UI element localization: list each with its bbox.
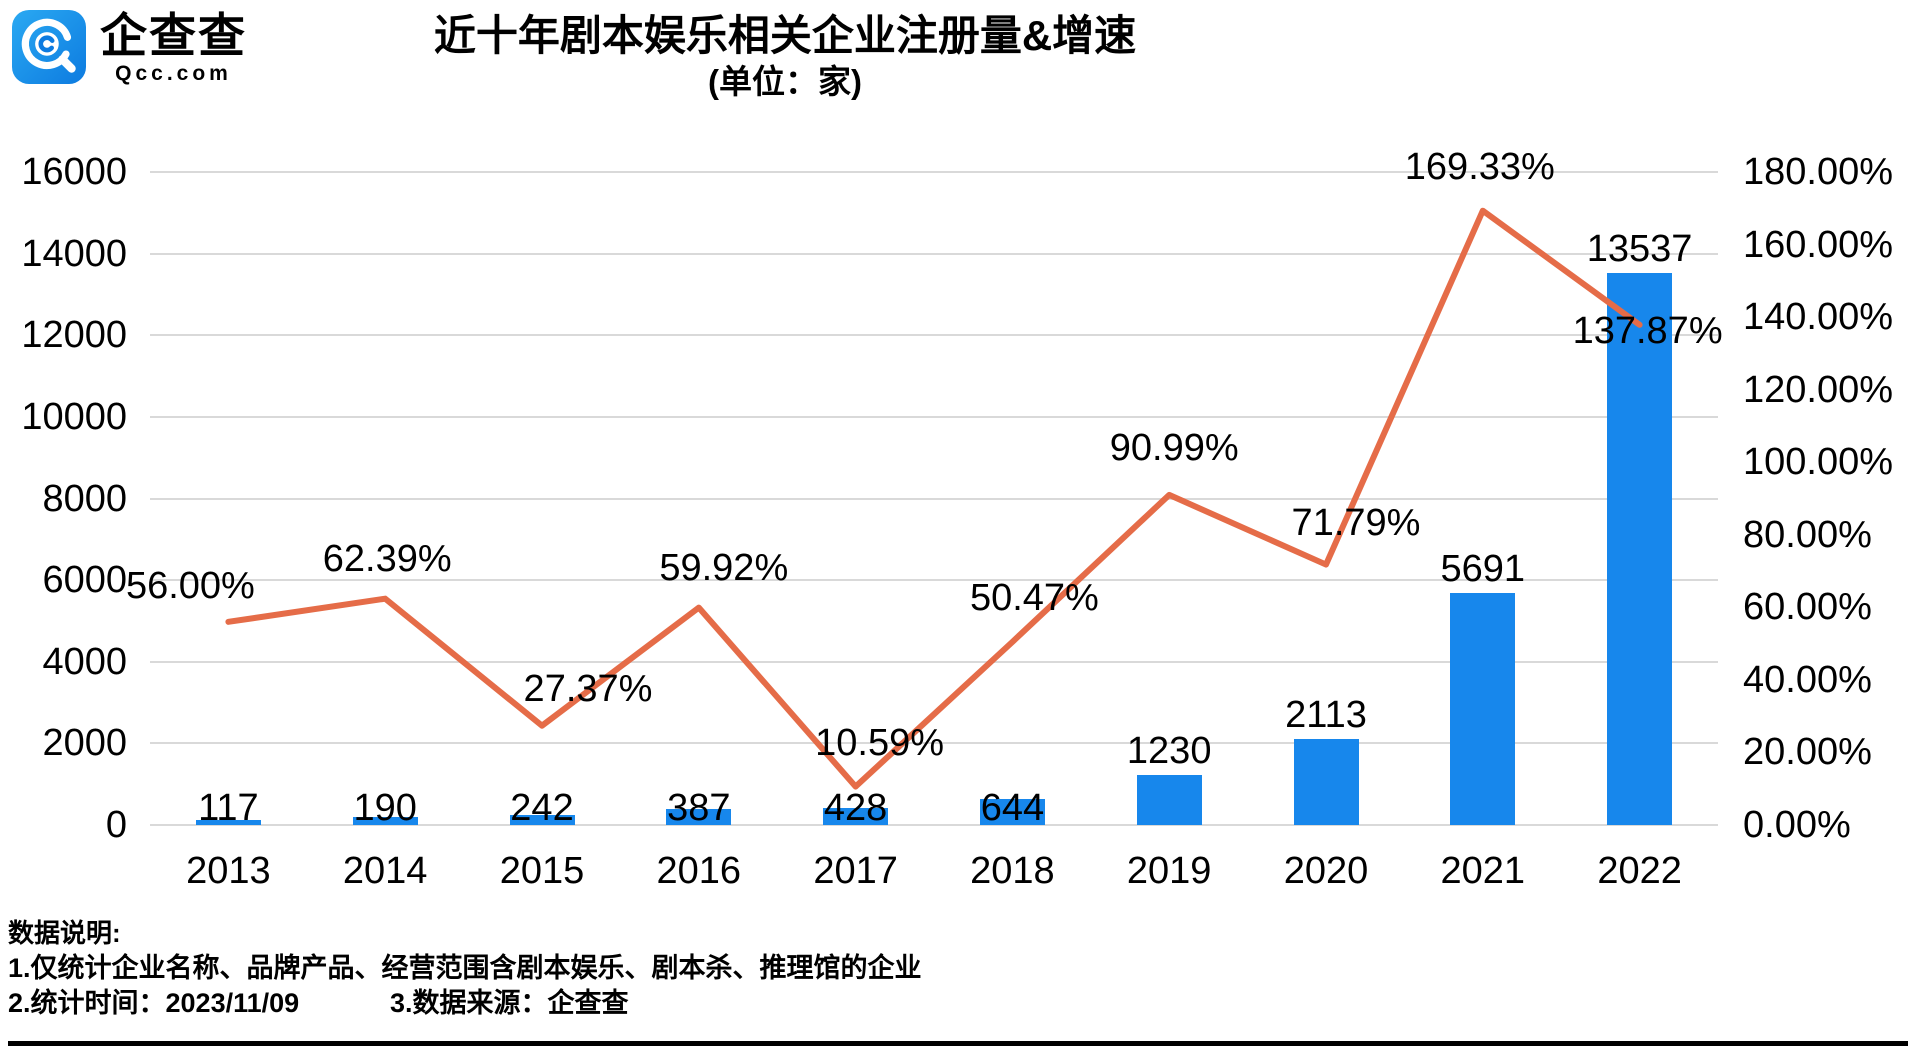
footnote-3: 3.数据来源：企查查 [390, 988, 629, 1018]
footnote-2: 2.统计时间：2023/11/09 [8, 988, 300, 1018]
bar-2019 [1136, 774, 1202, 825]
y-axis-left-label: 6000 [42, 559, 127, 602]
qcc-logo-icon [12, 10, 86, 84]
bar-2016 [666, 809, 732, 825]
y-axis-left-label: 16000 [21, 151, 127, 193]
y-axis-right-label: 120.00% [1743, 368, 1894, 411]
x-axis-label: 2022 [1597, 850, 1682, 892]
bar-value-label: 117 [198, 787, 259, 829]
y-axis-left-label: 0 [105, 804, 127, 846]
gridline [150, 824, 1718, 826]
y-axis-left-label: 10000 [21, 395, 127, 438]
bar-value-label: 242 [510, 787, 574, 829]
line-value-label: 56.00% [125, 564, 255, 607]
gridline [150, 252, 1718, 255]
x-axis-label: 2020 [1283, 850, 1369, 892]
x-axis-label: 2019 [1126, 850, 1212, 892]
y-axis-right-label: 20.00% [1743, 731, 1872, 774]
x-axis-label: 2021 [1440, 850, 1526, 892]
bar-value-label: 2113 [1285, 693, 1367, 736]
qcc-q-spiral-icon [21, 18, 76, 73]
line-value-label: 90.99% [1109, 426, 1239, 469]
line-value-label: 59.92% [659, 546, 789, 589]
y-axis-left-label: 8000 [42, 477, 127, 520]
bar-2022 [1607, 272, 1673, 825]
qcc-logo: 企查查 Qcc.com [12, 10, 247, 86]
x-axis-label: 2017 [813, 850, 898, 892]
bar-value-label: 428 [823, 787, 888, 829]
x-axis-label: 2013 [186, 850, 271, 892]
line-value-label: 62.39% [322, 537, 452, 580]
gridline [150, 334, 1718, 337]
bar-value-label: 5691 [1440, 547, 1526, 590]
y-axis-right-label: 0.00% [1743, 804, 1851, 846]
line-value-label: 137.87% [1572, 309, 1723, 352]
bar-value-label: 190 [353, 787, 417, 829]
y-axis-right-label: 40.00% [1743, 658, 1872, 701]
line-value-label: 27.37% [523, 667, 653, 710]
gridline [150, 415, 1718, 418]
x-axis-label: 2014 [342, 850, 428, 892]
y-axis-right-label: 60.00% [1743, 586, 1872, 629]
bar-2015 [509, 815, 575, 825]
y-axis-right-label: 180.00% [1743, 151, 1894, 193]
bar-2020 [1293, 738, 1359, 825]
footnote-heading: 数据说明: [8, 918, 121, 948]
bar-2021 [1450, 592, 1516, 825]
logo-domain-text: Qcc.com [115, 62, 232, 85]
bar-2018 [979, 798, 1045, 825]
gridline [150, 497, 1718, 500]
bar-value-label: 13537 [1586, 227, 1693, 270]
x-axis-label: 2015 [499, 850, 585, 892]
x-axis-label: 2016 [656, 850, 742, 892]
bar-value-label: 1230 [1126, 729, 1212, 772]
logo-brand-text: 企查查 [100, 9, 247, 62]
footnote-1: 1.仅统计企业名称、品牌产品、经营范围含剧本娱乐、剧本杀、推理馆的企业 [8, 953, 922, 983]
logo-text: 企查查 Qcc.com [100, 10, 247, 86]
bar-value-label: 644 [980, 787, 1045, 829]
y-axis-right-label: 160.00% [1743, 223, 1894, 266]
y-axis-right-label: 140.00% [1743, 296, 1894, 339]
line-value-label: 10.59% [815, 721, 945, 764]
bar-2013 [195, 820, 261, 825]
line-value-label: 50.47% [969, 576, 1099, 619]
y-axis-left-label: 12000 [21, 314, 127, 357]
y-axis-right-label: 80.00% [1743, 513, 1872, 556]
gridline [150, 171, 1718, 173]
bottom-divider [8, 1041, 1908, 1046]
y-axis-left-label: 2000 [42, 722, 127, 765]
x-axis-label: 2018 [970, 850, 1055, 892]
y-axis-left-label: 4000 [42, 640, 127, 683]
bar-2017 [823, 807, 889, 825]
chart-subtitle: (单位：家) [708, 63, 862, 100]
line-value-label: 169.33% [1404, 145, 1555, 188]
y-axis-right-label: 100.00% [1743, 441, 1894, 484]
bar-2014 [352, 817, 418, 825]
bar-value-label: 387 [667, 787, 731, 829]
chart-title: 近十年剧本娱乐相关企业注册量&增速 [433, 12, 1137, 59]
line-value-label: 71.79% [1291, 501, 1421, 544]
y-axis-left-label: 14000 [21, 232, 127, 275]
